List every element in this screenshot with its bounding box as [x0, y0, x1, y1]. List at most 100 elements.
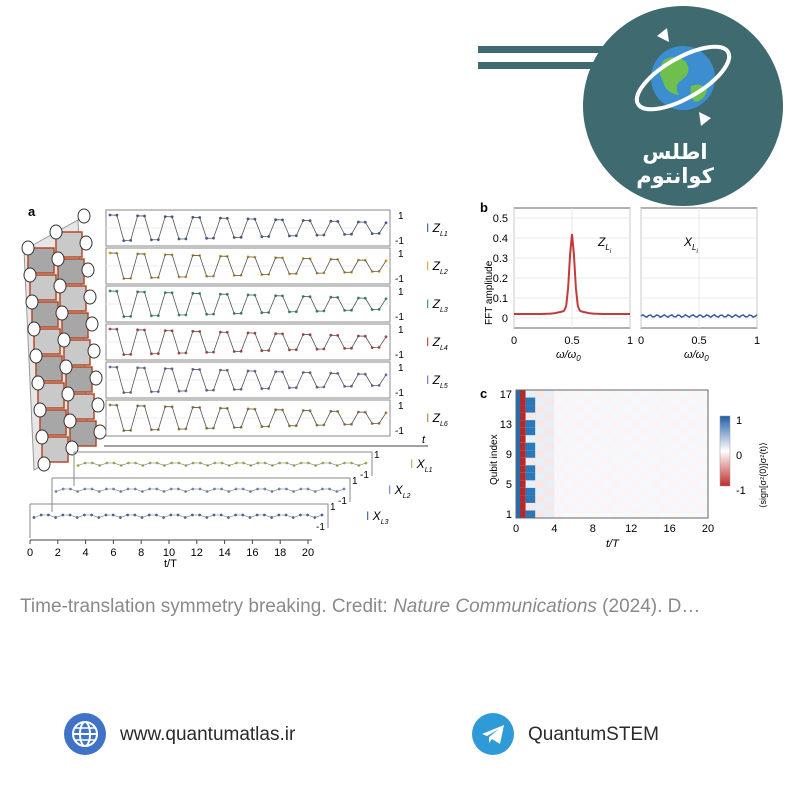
lattice-qubit-node	[59, 359, 73, 375]
panel-c-y-tick-label: 13	[500, 419, 512, 431]
heatmap-cell	[640, 465, 651, 473]
heatmap-cell	[621, 457, 632, 466]
panel-a-label: a	[28, 204, 36, 219]
heatmap-cell	[583, 442, 593, 451]
lattice-qubit-node	[83, 289, 97, 305]
lattice-qubit-node	[29, 348, 43, 364]
heatmap-cell	[516, 390, 526, 398]
panel-c-y-tick-label: 17	[500, 389, 512, 401]
x-trace-tick-top: 1	[374, 450, 380, 461]
panel-c-y-tick-label: 5	[506, 479, 512, 491]
panel-c-colorbar-tick-label: 0	[736, 450, 742, 462]
heatmap-cell	[660, 442, 670, 451]
heatmap-cell	[544, 502, 555, 511]
heatmap-cell	[573, 397, 584, 406]
heatmap-cell	[583, 450, 593, 458]
panel-c-colorbar-tick-label: 1	[736, 415, 742, 427]
heatmap-cell	[688, 390, 699, 398]
x-trace-tick-top: 1	[330, 502, 336, 513]
heatmap-cell	[602, 502, 612, 511]
heatmap-cell	[525, 427, 536, 436]
heatmap-cell	[564, 442, 574, 451]
heatmap-cell	[535, 390, 545, 398]
telegram-link[interactable]: QuantumSTEM	[528, 724, 659, 745]
heatmap-cell	[679, 442, 689, 451]
z-trace-line	[109, 328, 387, 356]
heatmap-cell	[535, 472, 545, 481]
heatmap-cell	[631, 502, 641, 511]
heatmap-cell	[621, 510, 632, 518]
z-trace-tick-top: 1	[398, 211, 404, 222]
heatmap-cell	[602, 435, 612, 443]
panel-b-y-tick-label: 0.4	[493, 233, 508, 245]
heatmap-cell	[679, 420, 689, 428]
heatmap-cell	[516, 412, 526, 421]
heatmap-cell	[640, 397, 651, 406]
heatmap-cell	[640, 457, 651, 466]
heatmap-cell	[544, 450, 555, 458]
heatmap-cell	[621, 495, 632, 503]
z-trace-tick-top: 1	[398, 363, 404, 374]
heatmap-cell	[688, 450, 699, 458]
heatmap-cell	[564, 405, 574, 413]
heatmap-cell	[592, 472, 603, 481]
heatmap-cell	[631, 465, 641, 473]
heatmap-cell	[688, 495, 699, 503]
t-axis-label: t	[422, 434, 426, 446]
heatmap-cell	[573, 390, 584, 398]
heatmap-cell	[525, 390, 536, 398]
heatmap-cell	[602, 442, 612, 451]
heatmap-cell	[640, 487, 651, 496]
heatmap-cell	[602, 405, 612, 413]
website-link[interactable]: www.quantumatlas.ir	[120, 724, 296, 745]
heatmap-cell	[679, 450, 689, 458]
bottom-x-tick-label: 2	[55, 547, 61, 559]
bottom-x-tick-label: 18	[274, 547, 286, 559]
heatmap-cell	[554, 390, 564, 398]
z-trace-tick-top: 1	[398, 401, 404, 412]
heatmap-cell	[650, 510, 660, 518]
header-stripe-bottom	[478, 62, 638, 69]
heatmap-cell	[573, 487, 584, 496]
heatmap-cell	[516, 427, 526, 436]
lattice-qubit-node	[57, 332, 71, 348]
heatmap-cell	[516, 465, 526, 473]
heatmap-cell	[612, 435, 622, 443]
heatmap-cell	[660, 465, 670, 473]
heatmap-cell	[573, 412, 584, 421]
heatmap-cell	[688, 487, 699, 496]
heatmap-cell	[573, 435, 584, 443]
heatmap-cell	[612, 510, 622, 518]
panel-b-y-tick-label: 0.1	[493, 293, 508, 305]
heatmap-cell	[660, 390, 670, 398]
heatmap-cell	[669, 420, 680, 428]
panel-c-ticks: 1 5 9 13 17 0 4 8 12 16 20	[500, 389, 714, 535]
heatmap-cell	[631, 442, 641, 451]
heatmap-cell	[525, 457, 536, 466]
heatmap-cell	[554, 412, 564, 421]
heatmap-cell	[698, 502, 708, 511]
heatmap-cell	[698, 457, 708, 466]
heatmap-cell	[698, 405, 708, 413]
heatmap-cell	[573, 480, 584, 488]
panel-c-colorbar-label: ⟨sign[σᶻ(0)]σᶻ(t)⟩	[758, 442, 768, 508]
heatmap-cell	[554, 510, 564, 518]
panel-b-left-x-label: ω/ω0	[556, 349, 581, 363]
heatmap-cell	[698, 450, 708, 458]
heatmap-cell	[573, 405, 584, 413]
heatmap-cell	[516, 442, 526, 451]
heatmap-cell	[621, 390, 632, 398]
heatmap-cell	[650, 442, 660, 451]
heatmap-cell	[525, 435, 536, 443]
heatmap-cell	[573, 420, 584, 428]
heatmap-cell	[679, 397, 689, 406]
heatmap-cell	[640, 442, 651, 451]
heatmap-cell	[679, 390, 689, 398]
panel-b-x-tick-label: 1	[627, 335, 633, 347]
heatmap-cell	[640, 427, 651, 436]
heatmap-cell	[564, 495, 574, 503]
heatmap-cell	[698, 495, 708, 503]
heatmap-cell	[621, 442, 632, 451]
bottom-x-ticks: 0 2 4 6 8 10 12 14 16 18 20	[27, 540, 314, 559]
